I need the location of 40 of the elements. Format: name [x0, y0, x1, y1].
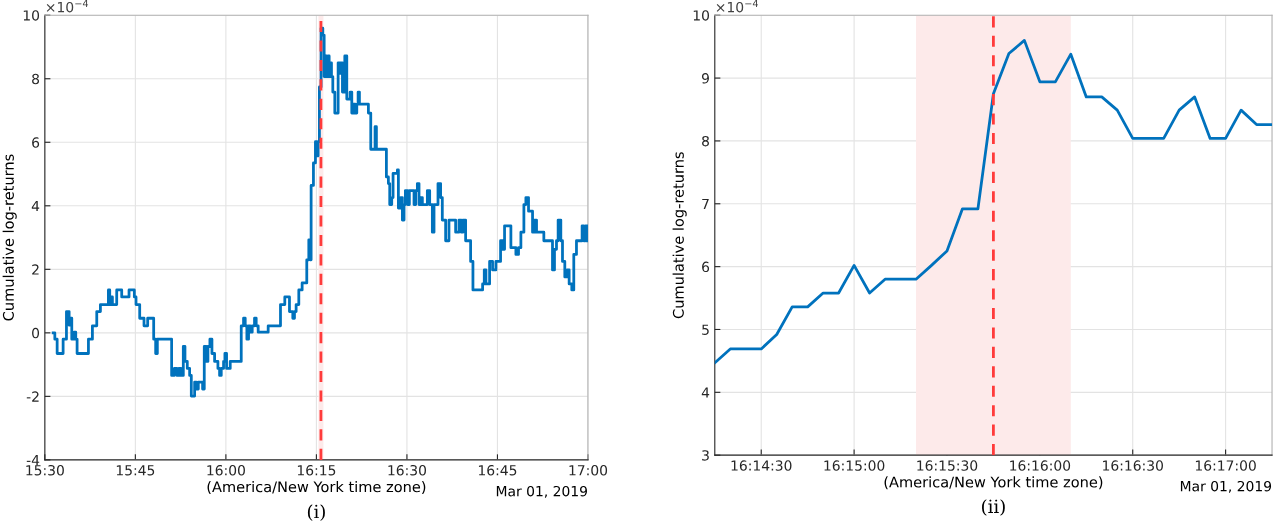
text: ×10$^{−4}$ [716, 0, 759, 13]
y-axis-title: Cumulative log-returns [672, 152, 687, 319]
y-tick-label: 2 [32, 264, 39, 275]
y-tick-label: 6 [32, 137, 40, 148]
text: (ii) [982, 499, 1005, 516]
x-tick-label: 16:16:30 [1103, 460, 1163, 471]
x-tick-label: 16:14:30 [731, 460, 792, 471]
x-tick-label: 16:30 [388, 465, 427, 476]
y-tick-label: 6 [702, 261, 710, 273]
x-axis-title: (America/New York time zone) [884, 476, 1103, 490]
y-tick-label: -2 [26, 391, 39, 402]
x-tick-label: 15:30 [26, 465, 64, 476]
x-tick-label: 17:00 [569, 465, 608, 476]
x-tick-label: 16:16:00 [1010, 460, 1071, 471]
y-tick-label: 8 [702, 135, 709, 147]
y-tick-label: 8 [32, 73, 40, 85]
x-tick-label: 16:17:00 [1195, 460, 1256, 471]
y-tick-label: 10 [693, 10, 710, 21]
line-series [714, 38, 1273, 365]
y-tick-label: 10 [23, 10, 40, 21]
y-tick-label: 5 [702, 324, 709, 335]
y-tick-label: 3 [702, 450, 709, 461]
y-tick-label: 9 [701, 73, 709, 84]
x-tick-label: 16:15 [297, 465, 336, 476]
text: (i) [307, 504, 325, 521]
x-tick-label: 16:00 [207, 465, 245, 476]
y-axis-title: Cumulative log-returns [2, 154, 17, 321]
x-tick-label: 16:15:00 [824, 460, 885, 471]
y-tick-label: -4 [26, 455, 40, 466]
text: Mar 01, 2019 [496, 485, 587, 498]
y-tick-label: 4 [701, 387, 710, 398]
y-tick-label: 7 [702, 198, 709, 210]
y-tick-label: 4 [31, 200, 40, 212]
text: ×10$^{−4}$ [46, 0, 89, 13]
x-axis-title: (America/New York time zone) [207, 480, 426, 494]
y-tick-label: 0 [32, 327, 40, 339]
x-tick-label: 16:45 [478, 465, 517, 476]
x-tick-label: 15:45 [116, 465, 155, 476]
x-tick-label: 16:15:30 [917, 460, 978, 471]
text: Mar 01, 2019 [1180, 480, 1272, 493]
